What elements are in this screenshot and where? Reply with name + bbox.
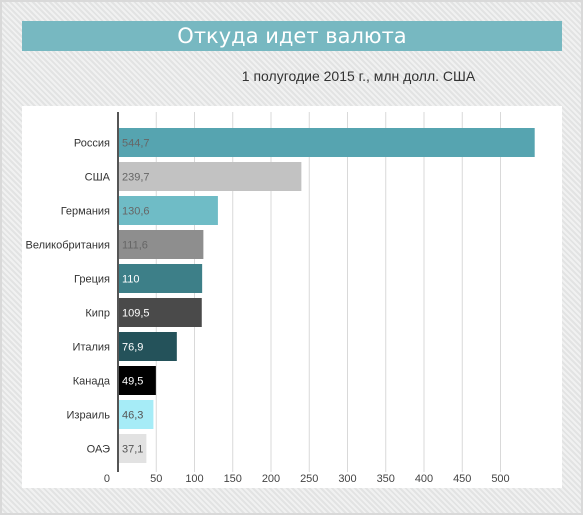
- x-tick-label: 100: [185, 473, 203, 485]
- bar: [118, 196, 218, 225]
- category-label: Великобритания: [26, 240, 111, 252]
- data-label: 544,7: [122, 138, 150, 150]
- bar: [118, 128, 535, 157]
- category-label: Греция: [74, 274, 110, 286]
- category-label: Канада: [73, 376, 111, 388]
- bar: [118, 332, 177, 361]
- data-label: 37,1: [122, 444, 143, 456]
- bar: [118, 400, 154, 429]
- x-tick-label: 200: [262, 473, 280, 485]
- x-tick-label: 250: [300, 473, 318, 485]
- x-tick-label: 50: [150, 473, 162, 485]
- bar: [118, 230, 204, 259]
- bar-chart: 0 50 100 150 200 250 300 350 400 450 500 Россия 544,…: [26, 112, 535, 485]
- data-label: 130,6: [122, 206, 150, 218]
- x-tick-label: 150: [224, 473, 242, 485]
- chart-panel: 0 50 100 150 200 250 300 350 400 450 500 Россия 544,…: [22, 106, 562, 488]
- x-tick-label: 450: [453, 473, 471, 485]
- category-label: Италия: [73, 342, 111, 354]
- bar: [118, 162, 302, 191]
- category-label: ОАЭ: [87, 444, 110, 456]
- data-label: 46,3: [122, 410, 143, 422]
- category-label: Россия: [74, 138, 110, 150]
- x-tick-label: 500: [491, 473, 509, 485]
- bar: [118, 434, 147, 463]
- category-label: США: [85, 172, 111, 184]
- category-label: Кипр: [85, 308, 110, 320]
- category-label: Израиль: [67, 410, 111, 422]
- data-label: 49,5: [122, 376, 143, 388]
- data-label: 239,7: [122, 172, 150, 184]
- data-label: 76,9: [122, 342, 143, 354]
- x-tick-label: 300: [338, 473, 356, 485]
- x-tick-label: 400: [415, 473, 433, 485]
- category-label: Германия: [61, 206, 110, 218]
- bar: [118, 366, 156, 395]
- x-tick-label: 350: [377, 473, 395, 485]
- x-tick-label: 0: [104, 473, 110, 485]
- chart-title: Откуда идет валюта: [22, 21, 562, 51]
- bar: [118, 264, 203, 293]
- data-label: 111,6: [122, 240, 148, 252]
- data-label: 110: [122, 274, 140, 286]
- bar: [118, 298, 202, 327]
- chart-subtitle: 1 полугодие 2015 г., млн долл. США: [241, 68, 476, 84]
- data-label: 109,5: [122, 308, 150, 320]
